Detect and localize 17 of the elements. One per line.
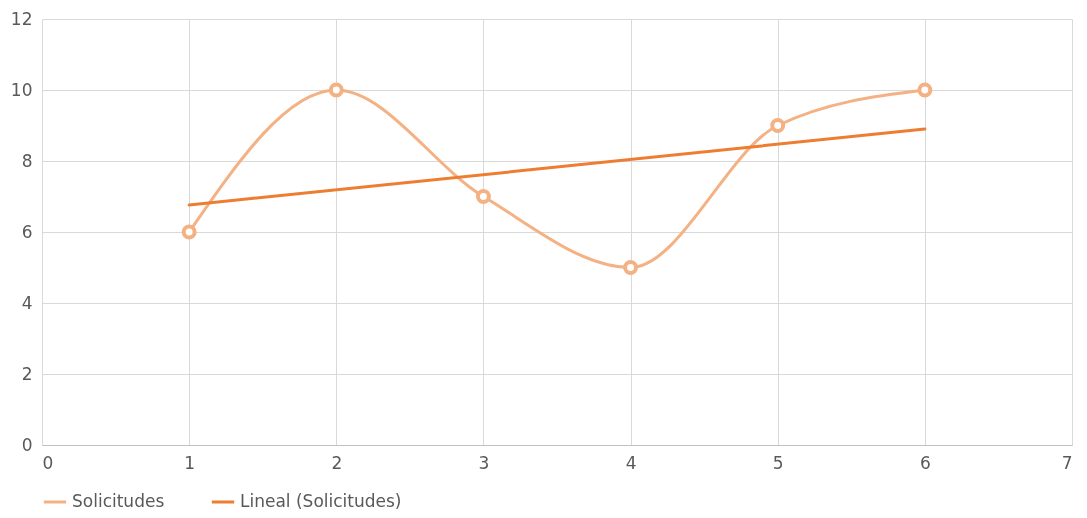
x-tick-label: 5 [772, 452, 784, 473]
y-tick-label: 4 [21, 292, 33, 313]
x-tick-label: 2 [331, 452, 343, 473]
y-tick-label: 6 [21, 221, 33, 242]
x-tick-label: 6 [919, 452, 931, 473]
x-tick-label: 0 [42, 452, 54, 473]
x-tick-label: 4 [625, 452, 637, 473]
legend-label: Solicitudes [72, 491, 165, 511]
x-tick-label: 7 [1061, 452, 1073, 473]
y-tick-label: 8 [21, 150, 33, 171]
y-tick-label: 10 [10, 79, 33, 100]
x-tick-label: 3 [478, 452, 490, 473]
y-tick-label: 12 [10, 8, 33, 29]
x-tick-label: 1 [184, 452, 196, 473]
legend-label: Lineal (Solicitudes) [240, 491, 402, 511]
y-tick-label: 2 [21, 363, 33, 384]
y-tick-label: 0 [21, 434, 33, 455]
